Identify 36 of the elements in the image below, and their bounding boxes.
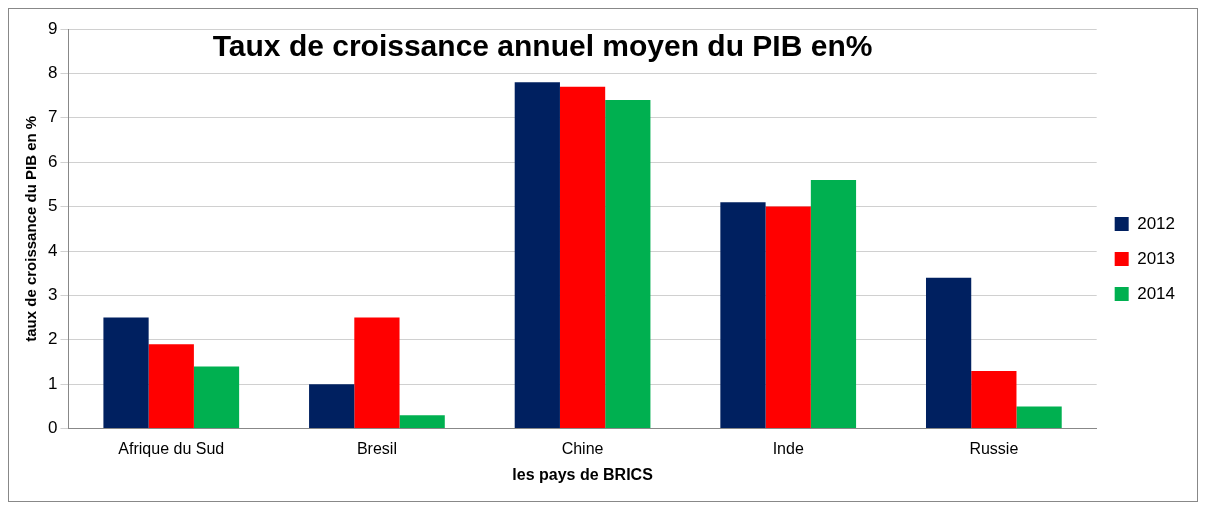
bar [399, 415, 445, 429]
x-tick-label: Afrique du Sud [118, 439, 225, 457]
y-tick-label: 8 [47, 63, 58, 83]
y-tick-label: 5 [47, 196, 58, 216]
bar [810, 179, 857, 429]
chart-title: Taux de croissance annuel moyen du PIB en% [212, 29, 873, 63]
y-tick-label: 3 [47, 285, 58, 305]
y-tick-label: 7 [47, 107, 58, 127]
bar [926, 277, 972, 429]
bar [193, 366, 240, 429]
y-tick-label: 1 [47, 373, 58, 393]
bar [605, 100, 651, 429]
bar [720, 202, 766, 429]
x-tick-label: Chine [561, 439, 604, 457]
y-tick-label: 9 [47, 18, 58, 38]
bar [354, 317, 400, 429]
bar [559, 86, 606, 429]
bar [765, 206, 811, 429]
bar [103, 317, 149, 429]
legend-label: 2012 [1137, 213, 1176, 233]
bar [309, 384, 355, 429]
bar [1016, 406, 1062, 429]
bar [971, 370, 1017, 429]
bar [514, 82, 560, 429]
x-tick-label: Inde [772, 439, 804, 457]
y-tick-label: 2 [47, 329, 58, 349]
legend-label: 2013 [1137, 248, 1176, 268]
y-tick-label: 6 [47, 151, 58, 171]
x-tick-label: Bresil [356, 439, 397, 457]
bar [148, 344, 194, 429]
y-axis-title: taux de croissance du PIB en % [22, 115, 40, 342]
y-tick-label: 0 [47, 418, 58, 438]
legend-label: 2014 [1137, 283, 1176, 303]
x-tick-label: Russie [969, 439, 1019, 457]
y-tick-label: 4 [47, 240, 58, 260]
x-axis-title: les pays de BRICS [512, 465, 654, 483]
